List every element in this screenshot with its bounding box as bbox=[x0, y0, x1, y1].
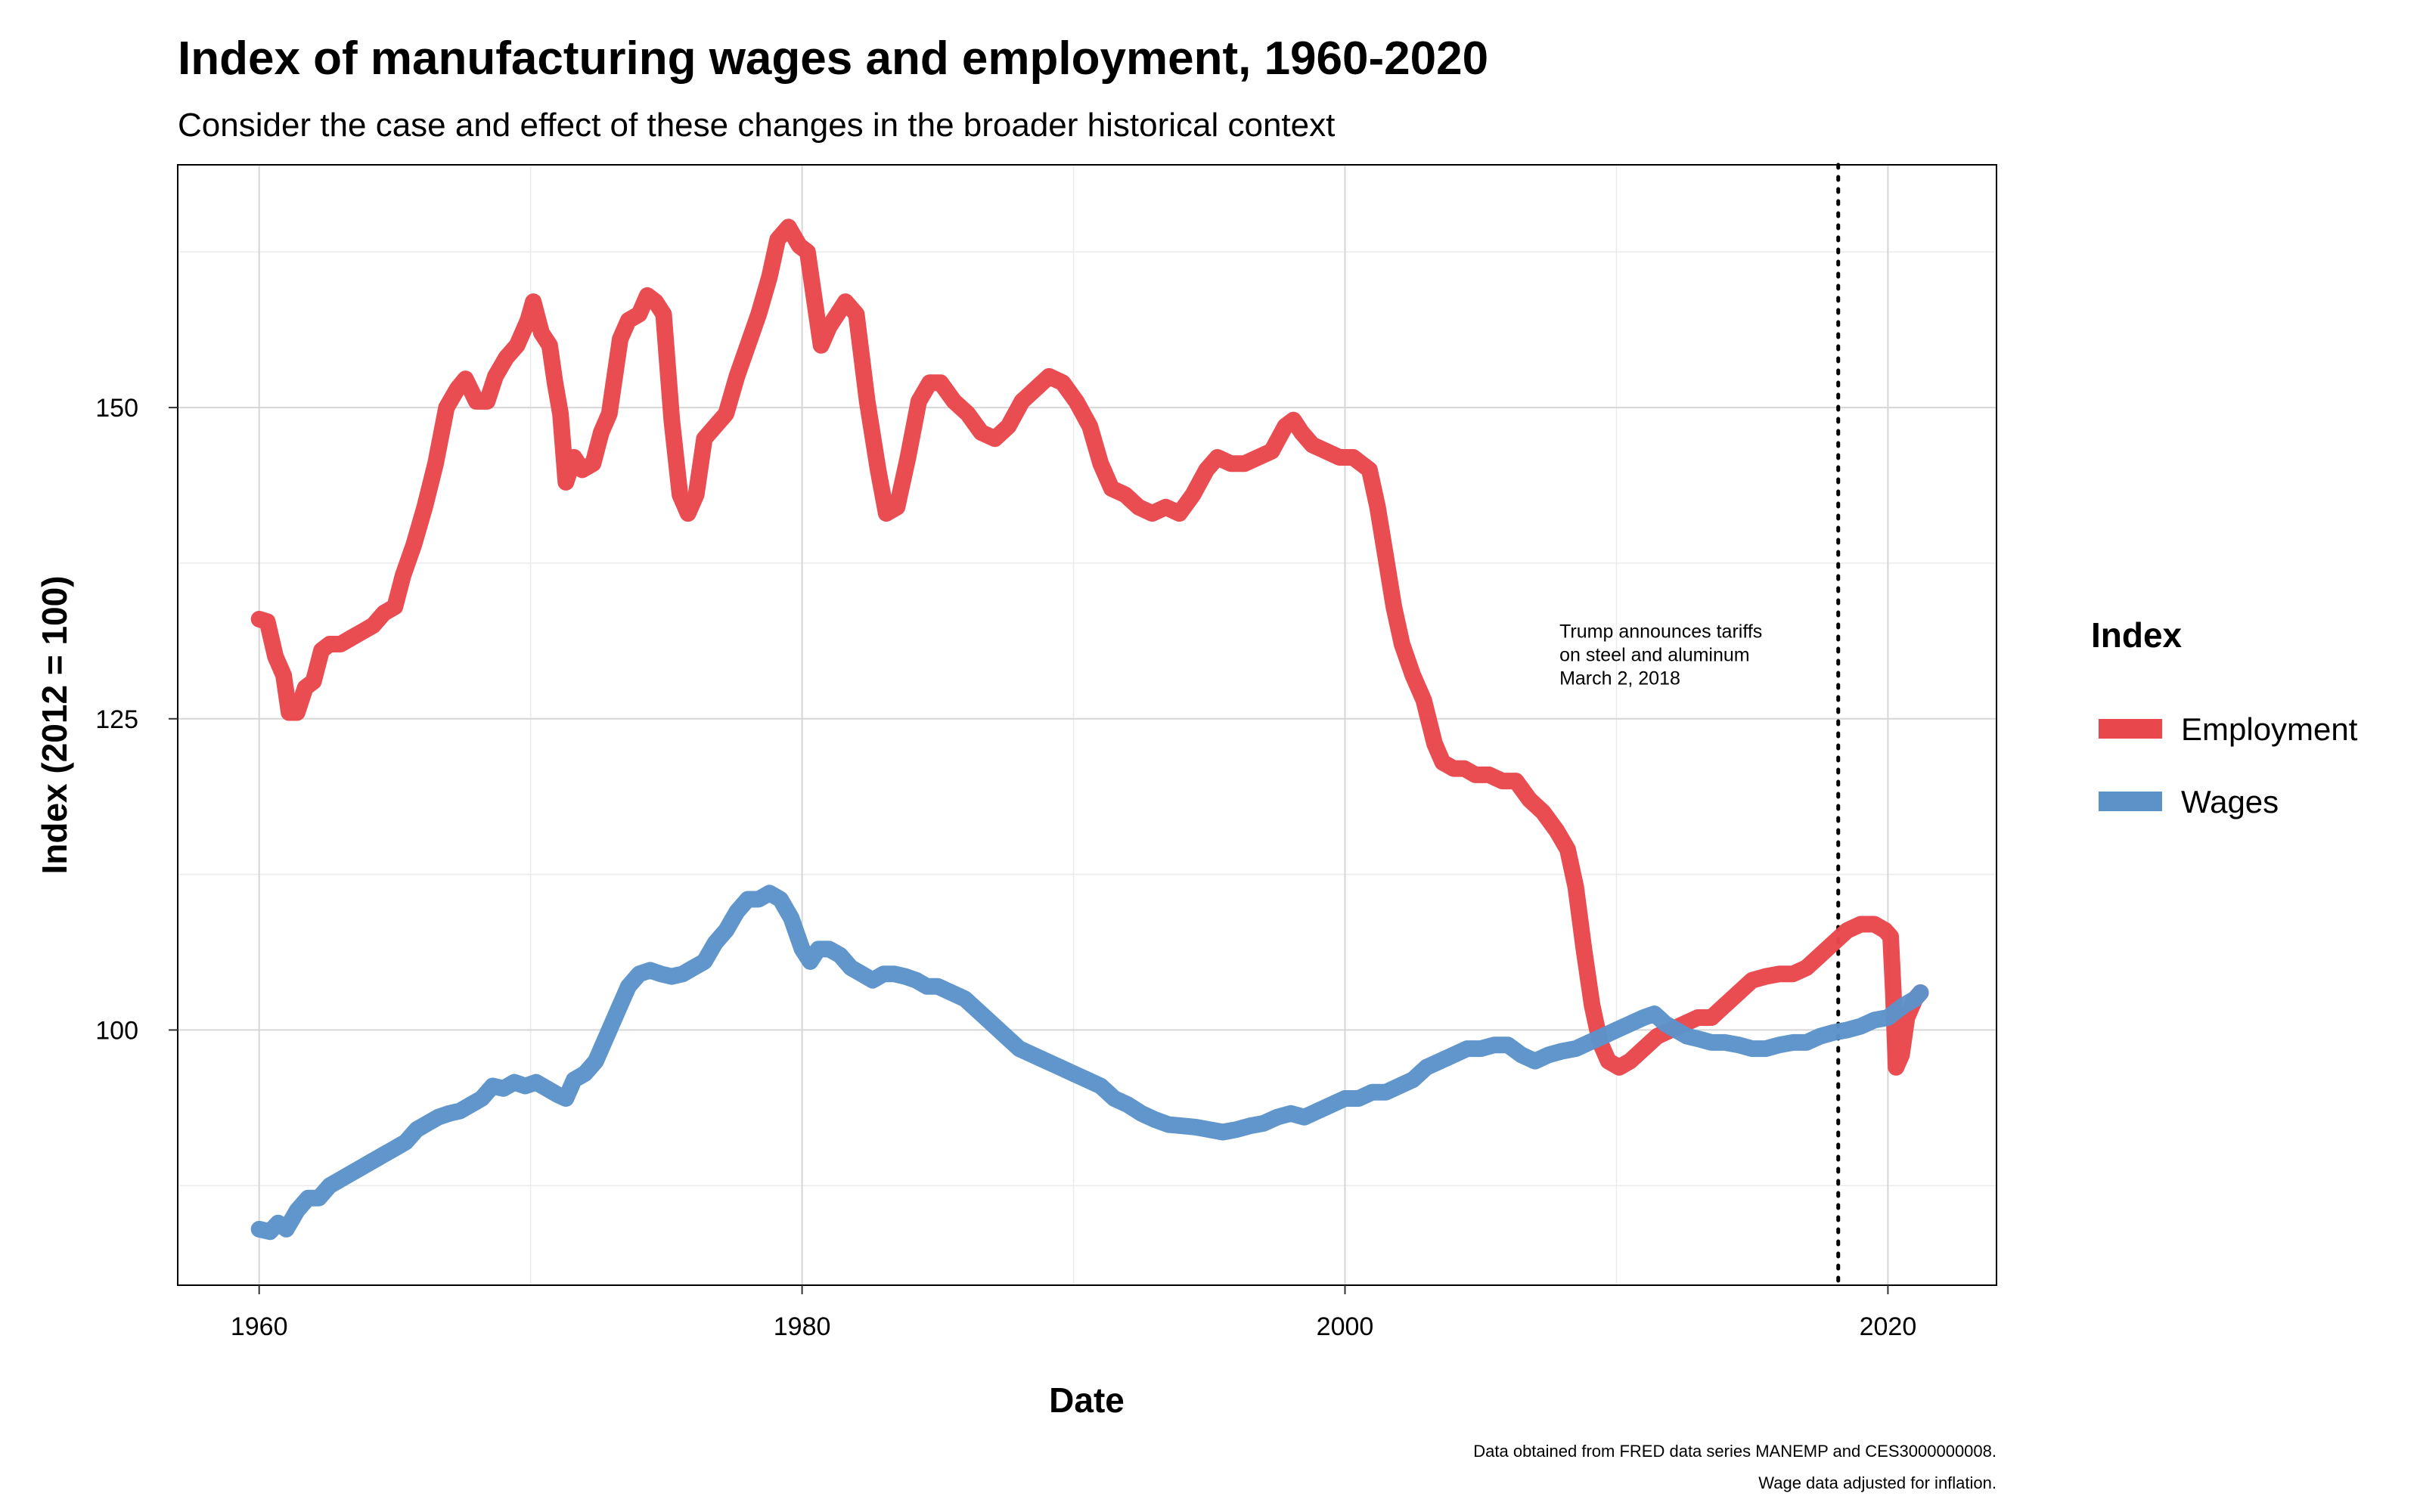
y-tick-label: 150 bbox=[95, 394, 138, 423]
legend-swatch-wages bbox=[2099, 792, 2162, 811]
x-tick-label: 2000 bbox=[1317, 1312, 1374, 1341]
legend: Index Employment Wages bbox=[2091, 615, 2358, 820]
series-line-wages bbox=[250, 885, 1929, 1241]
series-line-employment bbox=[250, 218, 1929, 1076]
legend-label-wages: Wages bbox=[2181, 784, 2279, 820]
caption-line-2: Wage data adjusted for inflation. bbox=[1758, 1473, 1996, 1492]
x-axis-title: Date bbox=[1049, 1380, 1125, 1420]
y-tick-label: 125 bbox=[95, 705, 138, 734]
x-axis-ticks: 1960 1980 2000 2020 bbox=[231, 1285, 1916, 1341]
y-tick-label: 100 bbox=[95, 1016, 138, 1045]
chart-title: Index of manufacturing wages and employm… bbox=[178, 33, 1488, 85]
legend-swatch-employment bbox=[2099, 719, 2162, 739]
legend-title: Index bbox=[2091, 615, 2183, 655]
x-tick-label: 2020 bbox=[1860, 1312, 1917, 1341]
x-tick-label: 1960 bbox=[231, 1312, 288, 1341]
caption-line-1: Data obtained from FRED data series MANE… bbox=[1473, 1442, 1996, 1461]
chart-subtitle: Consider the case and effect of these ch… bbox=[178, 107, 1335, 144]
y-axis-ticks: 100 125 150 bbox=[95, 394, 178, 1045]
series-layer bbox=[250, 218, 1929, 1241]
y-axis-title: Index (2012 = 100) bbox=[35, 575, 74, 874]
legend-label-employment: Employment bbox=[2181, 711, 2358, 747]
plot-panel-border bbox=[177, 164, 1997, 1286]
annotation-line: March 2, 2018 bbox=[1559, 668, 1680, 689]
x-tick-label: 1980 bbox=[774, 1312, 831, 1341]
annotation-line: Trump announces tariffs bbox=[1559, 621, 1762, 643]
annotation-line: on steel and aluminum bbox=[1559, 645, 1750, 666]
